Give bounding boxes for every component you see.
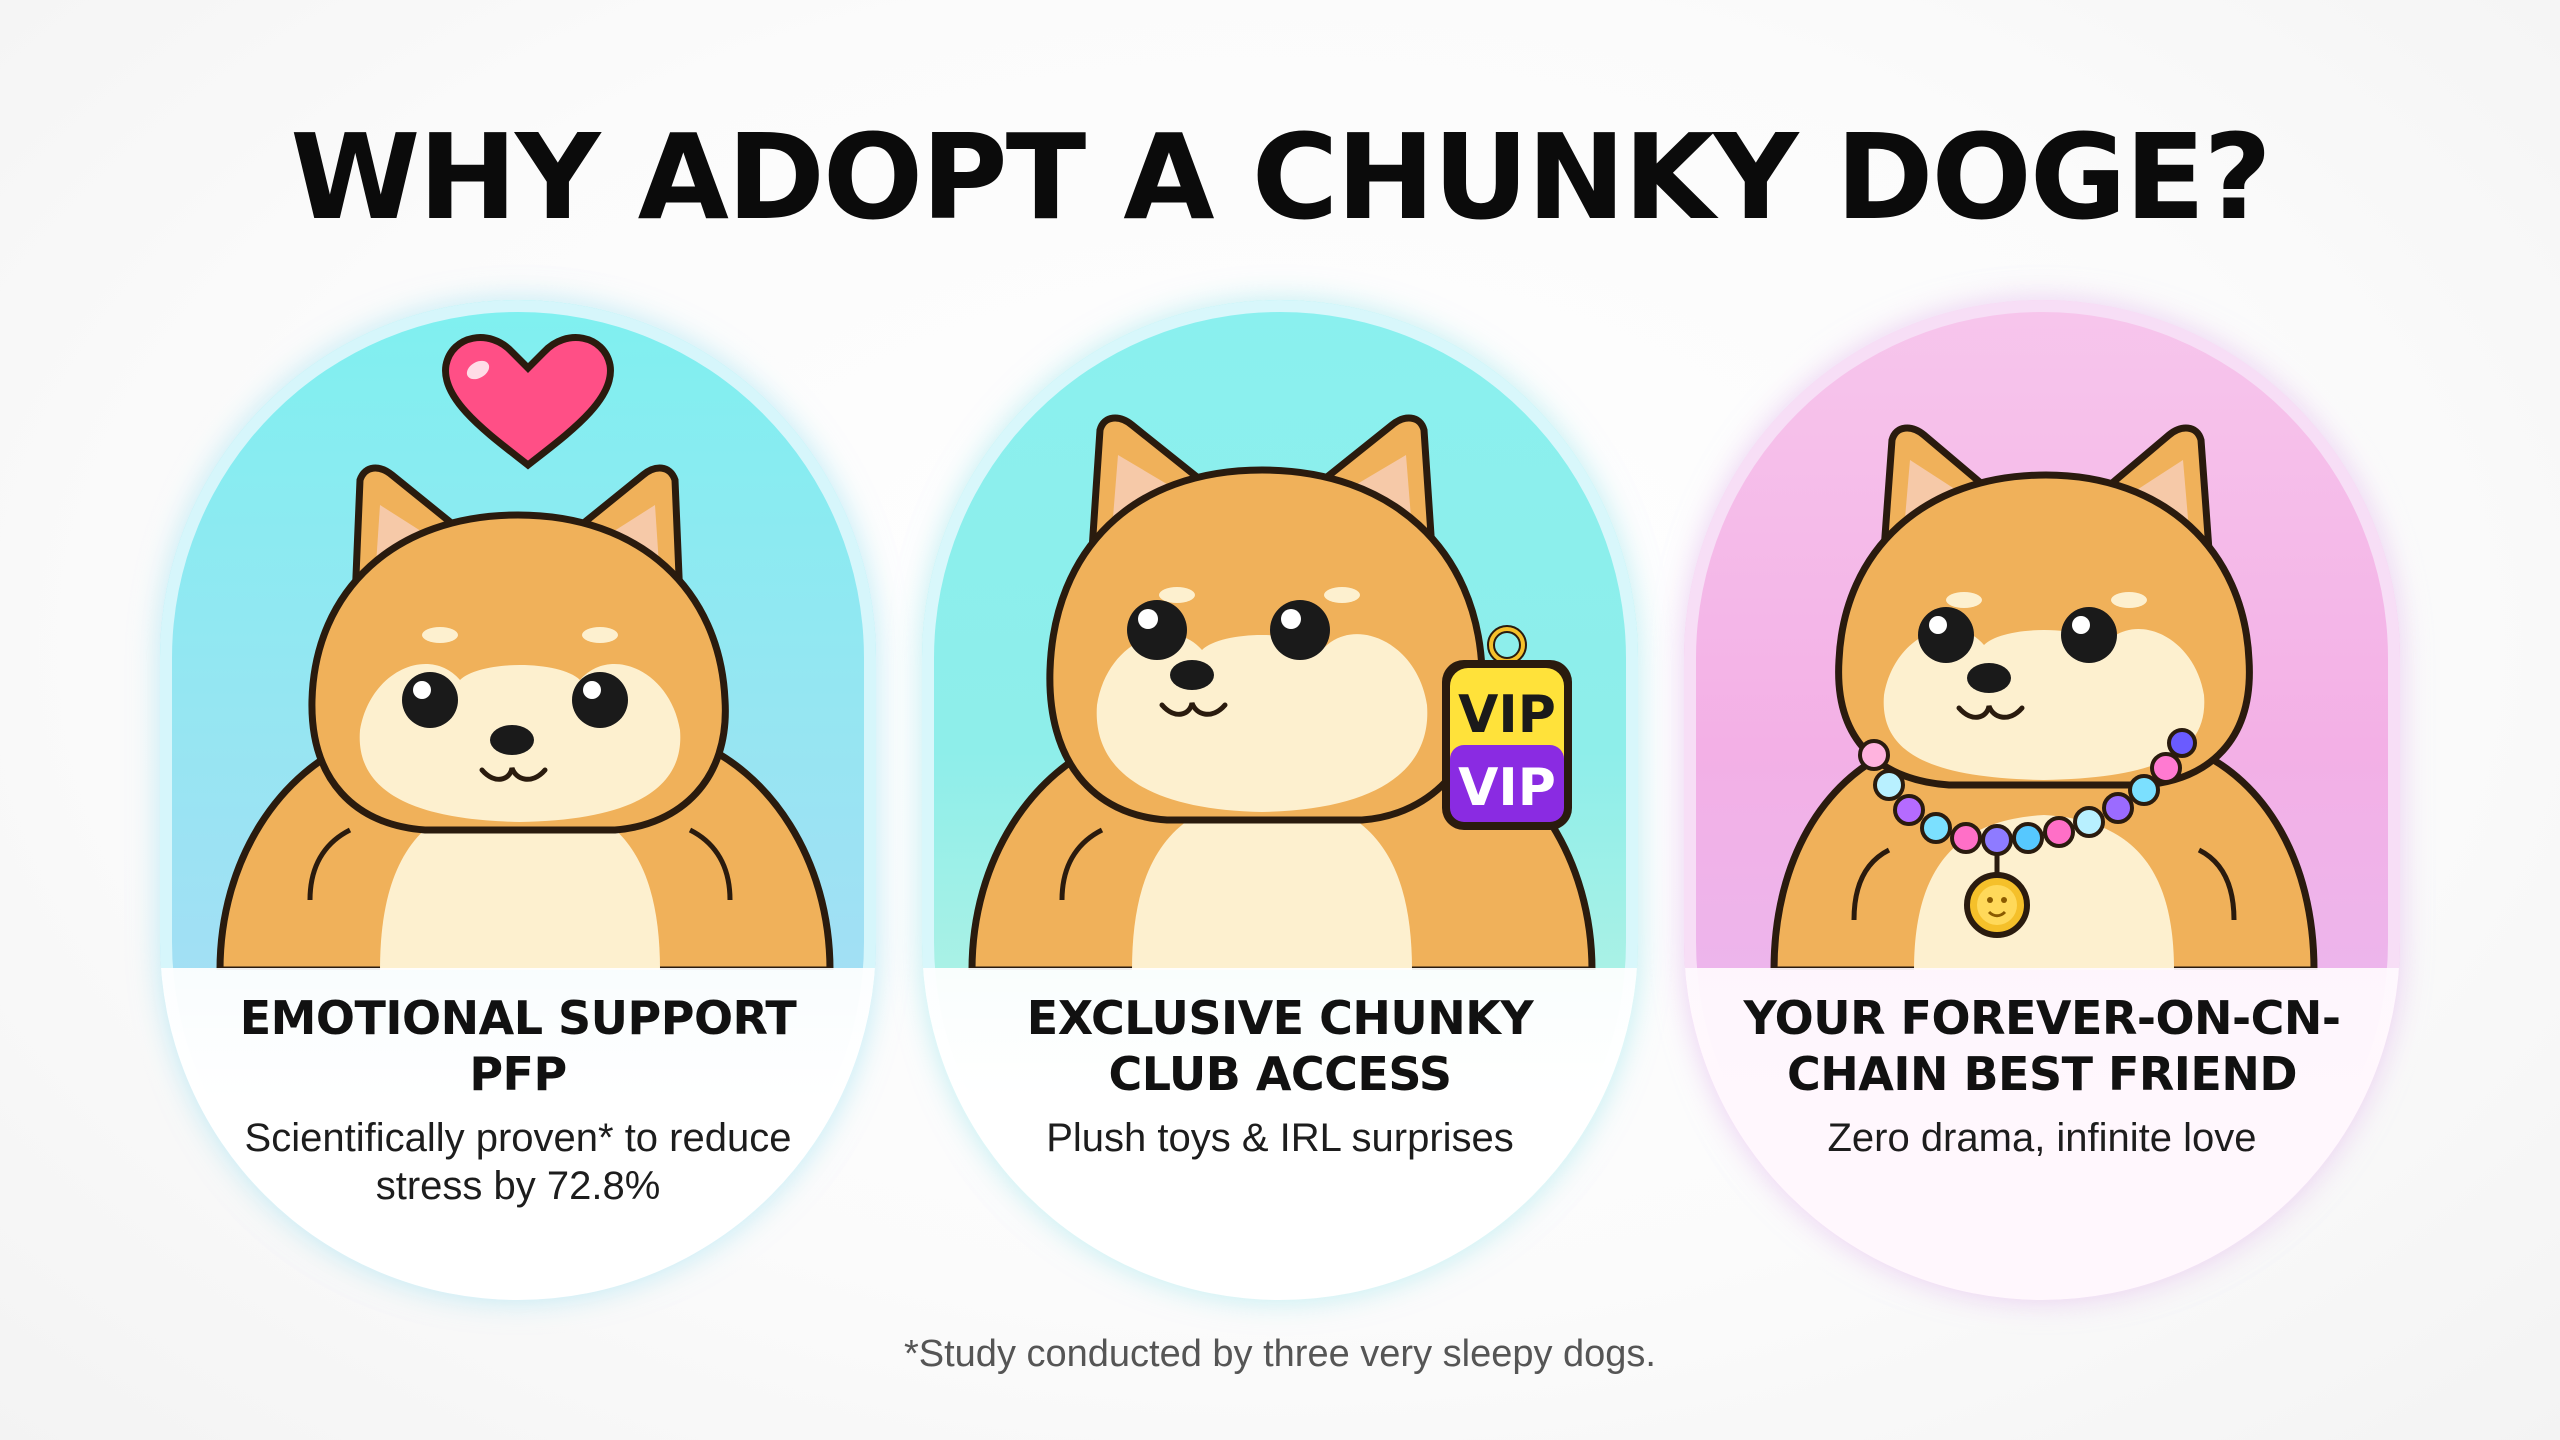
card-illustration: VIP VIP bbox=[922, 300, 1638, 970]
card-heading: YOUR FOREVER-ON-CN-CHAIN BEST FRIEND bbox=[1743, 991, 2341, 1101]
doge-nose bbox=[479, 725, 548, 782]
doge-eyes bbox=[1127, 600, 1330, 660]
card-subtitle: Zero drama, infinite love bbox=[1827, 1116, 2257, 1160]
doge-head bbox=[308, 511, 729, 834]
doge-nose bbox=[1956, 663, 2025, 720]
doge-illustration bbox=[1770, 424, 2318, 970]
vip-tag-icon: VIP VIP bbox=[1442, 625, 1572, 830]
vip-badge-top-text: VIP bbox=[1458, 685, 1556, 745]
card-subtitle: Plush toys & IRL surprises bbox=[1046, 1116, 1514, 1160]
heart-icon bbox=[442, 334, 614, 470]
doge-head bbox=[1046, 466, 1486, 824]
card-text-panel: EXCLUSIVE CHUNKY CLUB ACCESS Plush toys … bbox=[922, 968, 1638, 1300]
card-text-panel: YOUR FOREVER-ON-CN-CHAIN BEST FRIEND Zer… bbox=[1684, 968, 2400, 1300]
doge-eyes bbox=[1918, 607, 2117, 663]
card-illustration bbox=[160, 300, 876, 970]
doge-eyes bbox=[402, 672, 628, 728]
doge-illustration: VIP VIP bbox=[968, 414, 1596, 970]
card-subtitle: Scientifically proven* to reduce stress … bbox=[244, 1116, 792, 1208]
card-forever-friend: YOUR FOREVER-ON-CN-CHAIN BEST FRIEND Zer… bbox=[1684, 300, 2400, 1300]
footnote: *Study conducted by three very sleepy do… bbox=[903, 1333, 1656, 1375]
doge-head bbox=[1835, 471, 2253, 789]
card-text-panel: EMOTIONAL SUPPORT PFP Scientifically pro… bbox=[160, 968, 876, 1300]
doge-nose bbox=[1159, 660, 1228, 717]
card-heading: EMOTIONAL SUPPORT PFP bbox=[239, 991, 797, 1101]
page-title: WHY ADOPT A CHUNKY DOGE? bbox=[290, 108, 2272, 246]
bead-necklace-icon bbox=[1858, 728, 2197, 938]
card-heading: EXCLUSIVE CHUNKY CLUB ACCESS bbox=[1026, 991, 1534, 1101]
card-chunky-club: VIP VIP EXCLUSIVE CHUNKY CLUB ACCESS Plu… bbox=[922, 300, 1638, 1300]
card-emotional-support: EMOTIONAL SUPPORT PFP Scientifically pro… bbox=[160, 300, 876, 1300]
doge-illustration bbox=[216, 334, 834, 970]
vip-badge-bottom-text: VIP bbox=[1458, 758, 1556, 818]
card-illustration bbox=[1684, 300, 2400, 970]
